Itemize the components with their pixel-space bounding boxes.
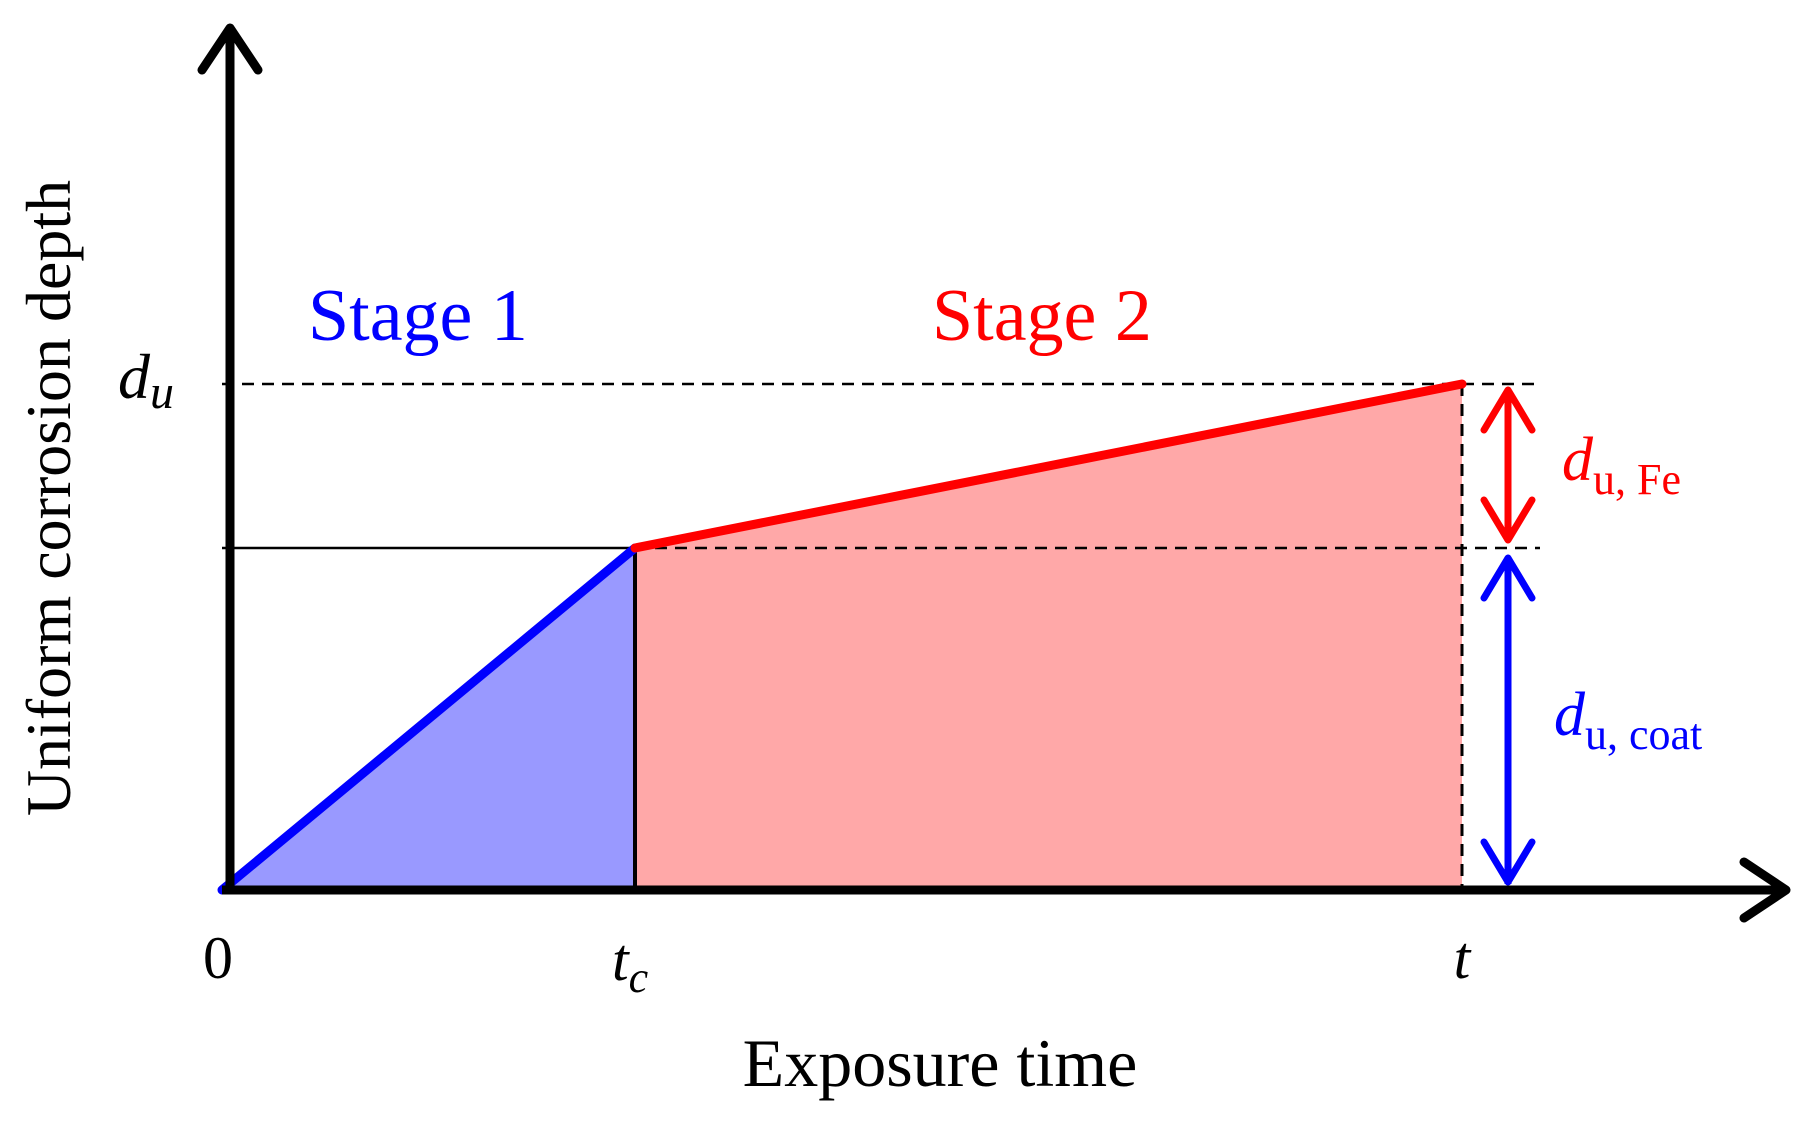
coat-depth-label-main: d: [1554, 681, 1586, 749]
origin-label: 0: [203, 925, 233, 991]
coat-depth-label-sub: u, coat: [1585, 710, 1702, 759]
fe-depth-arrow-bottom: [1480, 496, 1536, 544]
stage-2-line: [630, 379, 1467, 553]
stage-1-label: Stage 1: [308, 275, 528, 357]
coat-depth-arrow-bottom: [1480, 838, 1536, 886]
coat-depth-arrow-top: [1480, 554, 1536, 602]
x-axis-arrowhead: [1739, 857, 1791, 923]
du-label: du: [118, 341, 174, 419]
tc-label-main: t: [612, 927, 630, 993]
du-label-main: d: [118, 341, 151, 412]
stage-1-line: [217, 543, 640, 895]
fe-depth-label-main: d: [1562, 426, 1594, 494]
fe-depth-label: du, Fe: [1562, 426, 1681, 504]
fe-depth-arrow-top: [1480, 386, 1536, 434]
x-axis-label: Exposure time: [743, 1025, 1138, 1101]
du-label-sub: u: [150, 366, 174, 419]
stage-2-area: [635, 384, 1462, 890]
t-label: t: [1454, 925, 1472, 991]
tc-label: tc: [612, 927, 649, 1002]
y-axis-arrowhead: [197, 23, 263, 75]
fe-depth-label-sub: u, Fe: [1593, 455, 1681, 504]
tc-label-sub: c: [629, 953, 649, 1002]
y-axis-label: Uniform corrosion depth: [13, 180, 84, 816]
coat-depth-label: du, coat: [1554, 681, 1702, 759]
stage-2-label: Stage 2: [932, 275, 1152, 357]
